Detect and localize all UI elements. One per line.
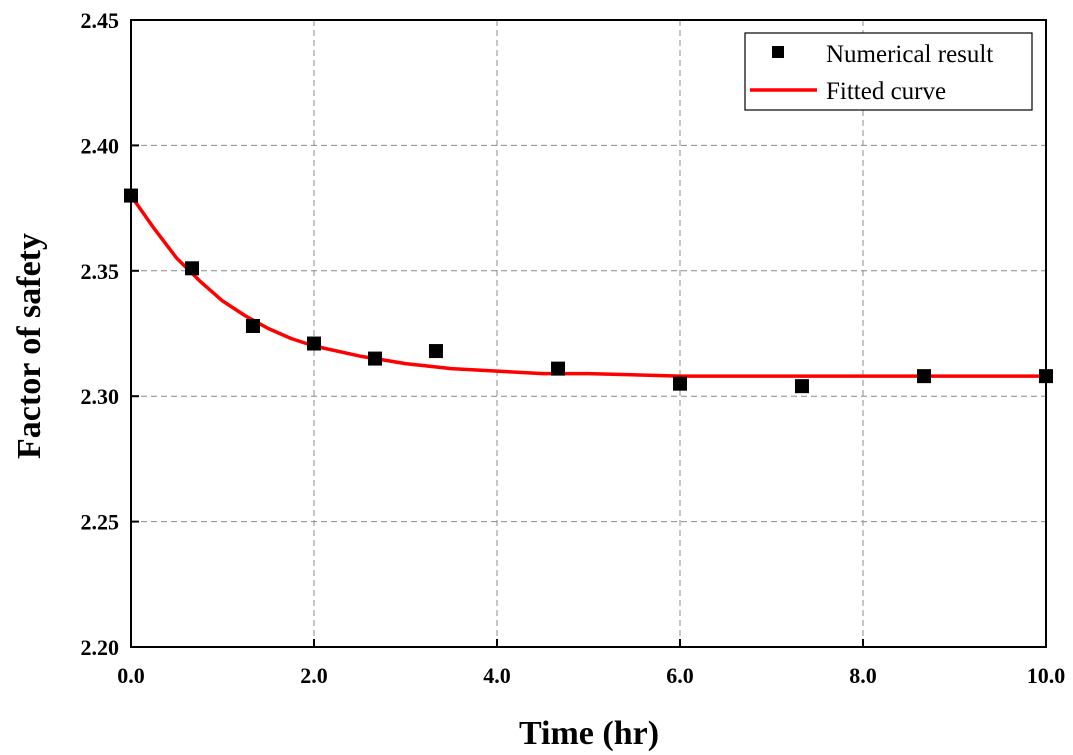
legend-label-fitted: Fitted curve [826, 78, 946, 105]
y-tick-label: 2.40 [81, 133, 120, 158]
axis-ticks: 0.0 2.0 4.0 6.0 8.0 10.0 2.20 2.25 2.30 2.35 2.40 2… [81, 8, 1066, 688]
numerical-result-point [1039, 369, 1053, 384]
grid-lines [131, 20, 1046, 647]
numerical-result-point [185, 261, 200, 276]
y-tick-label: 2.35 [81, 259, 120, 284]
numerical-result-point [368, 351, 383, 366]
legend: Numerical result Fitted curve [744, 32, 1033, 111]
x-tick-label: 4.0 [483, 663, 511, 688]
numerical-result-point [794, 379, 809, 394]
fitted-curve-layer [129, 194, 1046, 378]
numerical-result-point [917, 369, 932, 384]
numerical-result-point [551, 361, 566, 376]
numerical-result-point [307, 336, 321, 351]
legend-marker-numerical [772, 46, 784, 58]
numerical-result-point [124, 188, 138, 203]
plot-frame [130, 19, 1047, 648]
x-axis-title: Time (hr) [519, 715, 659, 752]
numerical-result-point [428, 344, 443, 359]
y-tick-label: 2.30 [81, 384, 120, 409]
x-tick-label: 10.0 [1027, 663, 1066, 688]
y-tick-label: 2.25 [81, 510, 120, 535]
x-tick-label: 6.0 [666, 663, 694, 688]
y-axis-title: Factor of safety [11, 233, 48, 459]
x-tick-label: 2.0 [300, 663, 328, 688]
numerical-result-point [673, 376, 687, 391]
legend-label-numerical: Numerical result [826, 41, 993, 68]
legend-box [744, 32, 1033, 111]
numerical-points-layer [124, 188, 1053, 394]
y-tick-label: 2.20 [81, 635, 120, 660]
y-tick-label: 2.45 [81, 8, 120, 33]
numerical-result-point [245, 318, 260, 333]
x-tick-label: 0.0 [117, 663, 145, 688]
fitted-curve-line [129, 194, 1046, 378]
x-tick-label: 8.0 [849, 663, 877, 688]
